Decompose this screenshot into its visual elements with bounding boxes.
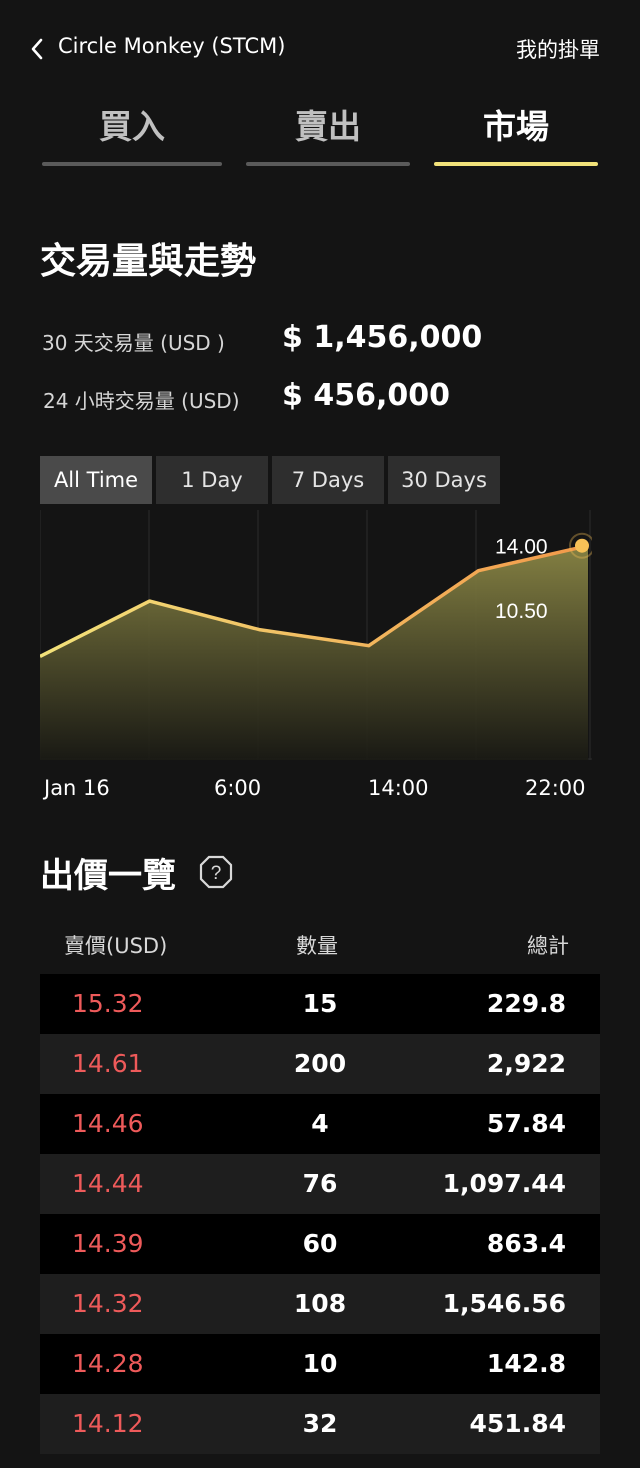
tab-market-label: 市場: [483, 107, 549, 146]
tab-market-indicator: [434, 162, 598, 166]
price-cell: 14.32: [72, 1289, 144, 1318]
series-line: [40, 543, 589, 658]
quotes-table: 15.32 15 229.8 14.61 200 2,922 14.46 4 57.84 14.4…: [40, 974, 600, 1454]
quantity-cell: 200: [293, 1049, 347, 1078]
price-cell: 14.61: [72, 1049, 144, 1078]
page-title: Circle Monkey (STCM): [58, 34, 286, 58]
quantity-cell: 4: [311, 1109, 329, 1138]
total-cell: 229.8: [486, 989, 566, 1018]
total-cell: 451.84: [469, 1409, 566, 1438]
range-7-days-button[interactable]: 7 Days: [272, 456, 384, 504]
y-tick-label: 10.50: [495, 600, 548, 623]
tab-sell[interactable]: 賣出: [246, 100, 410, 166]
top-bar: Circle Monkey (STCM) 我的掛單: [0, 0, 640, 96]
table-row[interactable]: 14.39 60 863.4: [40, 1214, 600, 1274]
quantity-cell: 10: [302, 1349, 338, 1378]
total-cell: 57.84: [486, 1109, 566, 1138]
table-row[interactable]: 14.44 76 1,097.44: [40, 1154, 600, 1214]
header-price: 賣價(USD): [64, 934, 168, 958]
total-cell: 2,922: [486, 1049, 566, 1078]
price-cell: 15.32: [72, 989, 144, 1018]
total-cell: 1,097.44: [442, 1169, 566, 1198]
my-orders-link[interactable]: 我的掛單: [516, 38, 600, 62]
volume-section-title: 交易量與走勢: [40, 241, 257, 282]
tab-market[interactable]: 市場: [434, 100, 598, 166]
tab-sell-indicator: [246, 162, 410, 166]
table-row[interactable]: 14.32 108 1,546.56: [40, 1274, 600, 1334]
range-all-time-button[interactable]: All Time: [40, 456, 152, 504]
total-cell: 142.8: [486, 1349, 566, 1378]
price-cell: 14.28: [72, 1349, 144, 1378]
x-tick-label: 14:00: [368, 776, 429, 800]
quantity-cell: 76: [302, 1169, 338, 1198]
table-row[interactable]: 14.46 4 57.84: [40, 1094, 600, 1154]
chevron-left-icon: [31, 38, 43, 60]
table-row[interactable]: 14.61 200 2,922: [40, 1034, 600, 1094]
table-row[interactable]: 14.12 32 451.84: [40, 1394, 600, 1454]
table-row[interactable]: 15.32 15 229.8: [40, 974, 600, 1034]
chart-area: [40, 545, 588, 760]
svg-text:?: ?: [211, 863, 222, 884]
range-1-day-button[interactable]: 1 Day: [156, 456, 268, 504]
tab-buy[interactable]: 買入: [42, 100, 222, 166]
quantity-cell: 108: [293, 1289, 347, 1318]
total-cell: 1,546.56: [442, 1289, 566, 1318]
tab-buy-label: 買入: [99, 107, 165, 146]
volume-24h-label: 24 小時交易量 (USD): [43, 389, 240, 413]
range-30-days-button[interactable]: 30 Days: [388, 456, 500, 504]
y-tick-label: 14.00: [495, 536, 548, 559]
x-tick-label: Jan 16: [44, 776, 110, 800]
tab-sell-label: 賣出: [295, 107, 361, 146]
volume-30d-value: $ 1,456,000: [282, 320, 483, 355]
back-button[interactable]: [28, 36, 48, 62]
question-icon: ?: [199, 855, 233, 889]
price-cell: 14.12: [72, 1409, 144, 1438]
x-tick-label: 22:00: [525, 776, 586, 800]
header-quantity: 數量: [296, 934, 338, 958]
volume-30d-label: 30 天交易量 (USD ): [42, 331, 225, 355]
quantity-cell: 15: [302, 989, 338, 1018]
header-total: 總計: [527, 934, 569, 958]
help-button[interactable]: ?: [199, 855, 233, 889]
volume-24h-value: $ 456,000: [282, 378, 450, 413]
latest-point-marker: [575, 538, 589, 553]
price-cell: 14.44: [72, 1169, 144, 1198]
total-cell: 863.4: [486, 1229, 566, 1258]
quotes-section-title: 出價一覽: [40, 856, 176, 896]
table-row[interactable]: 14.28 10 142.8: [40, 1334, 600, 1394]
quantity-cell: 60: [302, 1229, 338, 1258]
quantity-cell: 32: [302, 1409, 338, 1438]
latest-point-halo: [569, 532, 592, 559]
volume-chart: 14.00 10.50: [40, 510, 592, 760]
price-cell: 14.39: [72, 1229, 144, 1258]
x-tick-label: 6:00: [214, 776, 262, 800]
tab-buy-indicator: [42, 162, 222, 166]
price-cell: 14.46: [72, 1109, 144, 1138]
